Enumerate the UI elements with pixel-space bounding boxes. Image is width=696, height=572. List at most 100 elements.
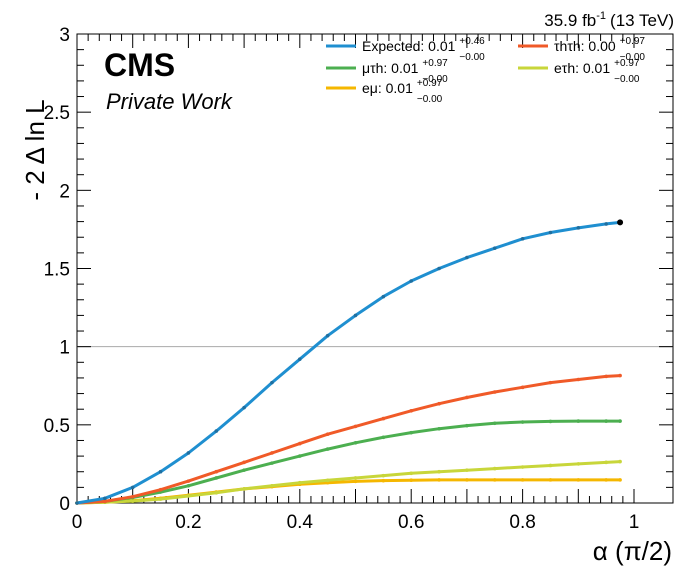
- series-point: [548, 419, 553, 424]
- x-axis-title: α (π/2): [593, 536, 672, 566]
- series-point: [298, 441, 302, 446]
- legend-label: eτh: 0.01: [554, 60, 610, 76]
- y-tick-label: 3: [59, 25, 70, 46]
- y-tick-label: 1: [59, 338, 70, 359]
- series-point: [576, 419, 581, 423]
- series-point: [409, 279, 414, 283]
- series-point: [214, 476, 219, 480]
- series-point: [242, 468, 246, 472]
- series-point: [618, 478, 622, 482]
- legend-label: τhτh: 0.00: [554, 38, 616, 54]
- series-line: [76, 374, 621, 505]
- legend-label: Expected: 0.01: [362, 38, 456, 54]
- series-point: [353, 441, 358, 445]
- series-point: [130, 499, 135, 503]
- series-point: [130, 485, 135, 490]
- series-point: [492, 246, 497, 250]
- series-point: [409, 408, 414, 413]
- series-point: [325, 333, 330, 338]
- legend-error-up: +0.97: [614, 58, 640, 69]
- y-tick-label: 0.5: [44, 416, 70, 437]
- series-point: [103, 496, 107, 501]
- series-point: [381, 416, 386, 421]
- legend-error-up: +0.97: [417, 78, 443, 89]
- series-point: [548, 478, 553, 482]
- x-tick-labels: 0 0.2 0.4 0.6 0.8 1: [72, 512, 640, 533]
- series-point: [576, 377, 581, 382]
- series-point: [604, 478, 608, 482]
- status-label: Private Work: [106, 89, 233, 114]
- legend-error-down: −0.00: [620, 52, 646, 63]
- series-point: [437, 469, 441, 474]
- lumi-superscript: -1: [596, 10, 606, 22]
- series-point: [186, 451, 191, 455]
- x-tick-label: 0: [72, 512, 83, 533]
- x-tick-label: 1: [629, 512, 640, 533]
- series-point: [604, 419, 608, 423]
- series-point: [576, 462, 581, 466]
- series-point: [520, 478, 525, 482]
- series-point: [186, 484, 191, 488]
- series-point: [381, 478, 386, 483]
- x-tick-label: 0.4: [287, 512, 314, 533]
- series-point: [465, 478, 469, 482]
- series-point: [270, 484, 274, 488]
- legend-error-down: −0.00: [417, 94, 443, 105]
- y-tick-label: 2: [59, 181, 70, 202]
- series-point: [409, 471, 414, 476]
- series-point: [548, 380, 553, 385]
- y-tick-label: 2.5: [44, 103, 70, 124]
- lumi-label: 35.9 fb-1 (13 TeV): [544, 10, 674, 30]
- series-point: [242, 487, 246, 491]
- series-point: [437, 478, 441, 482]
- series-point: [520, 465, 525, 469]
- series-point: [548, 230, 553, 235]
- series-point: [409, 430, 414, 435]
- series-point: [492, 390, 497, 394]
- series-point: [353, 424, 358, 429]
- series-point: [298, 357, 302, 361]
- series-point: [604, 222, 608, 226]
- series-point: [618, 459, 622, 464]
- x-tick-label: 0.8: [509, 512, 535, 533]
- series-point: [381, 473, 386, 478]
- series-point: [381, 294, 386, 299]
- series-point: [298, 480, 302, 485]
- series-point: [270, 451, 274, 455]
- series-point: [186, 479, 191, 483]
- series-point: [353, 479, 358, 484]
- series-point: [325, 478, 330, 483]
- series-point: [409, 478, 414, 482]
- series-point: [576, 226, 581, 230]
- series-point: [520, 236, 525, 241]
- series-point: [492, 478, 497, 482]
- legend-label: μτh: 0.01: [362, 60, 419, 76]
- series-point: [325, 447, 330, 451]
- series-point: [492, 421, 497, 426]
- series-point: [465, 468, 469, 472]
- series-point: [618, 373, 622, 378]
- legend-error-up: +0.46: [459, 36, 485, 47]
- series-point: [270, 461, 274, 465]
- series-point: [437, 401, 441, 406]
- series-point: [242, 460, 246, 465]
- y-tick-label: 1.5: [44, 260, 70, 281]
- experiment-label: CMS: [104, 47, 175, 83]
- series-point: [465, 255, 469, 260]
- series-point: [158, 487, 163, 492]
- series-point: [353, 476, 358, 480]
- series-point: [325, 432, 330, 437]
- series-point: [103, 499, 107, 504]
- series-point: [75, 501, 79, 505]
- series-point: [186, 494, 191, 498]
- series-point: [437, 266, 441, 271]
- series-point: [520, 420, 525, 424]
- y-tick-label: 0: [59, 494, 70, 515]
- lumi-value: 35.9 fb: [544, 11, 596, 30]
- series-point: [298, 454, 302, 458]
- series-point: [214, 491, 219, 495]
- series-point: [576, 478, 581, 482]
- x-tick-label: 0.2: [175, 512, 201, 533]
- series-point: [465, 395, 469, 400]
